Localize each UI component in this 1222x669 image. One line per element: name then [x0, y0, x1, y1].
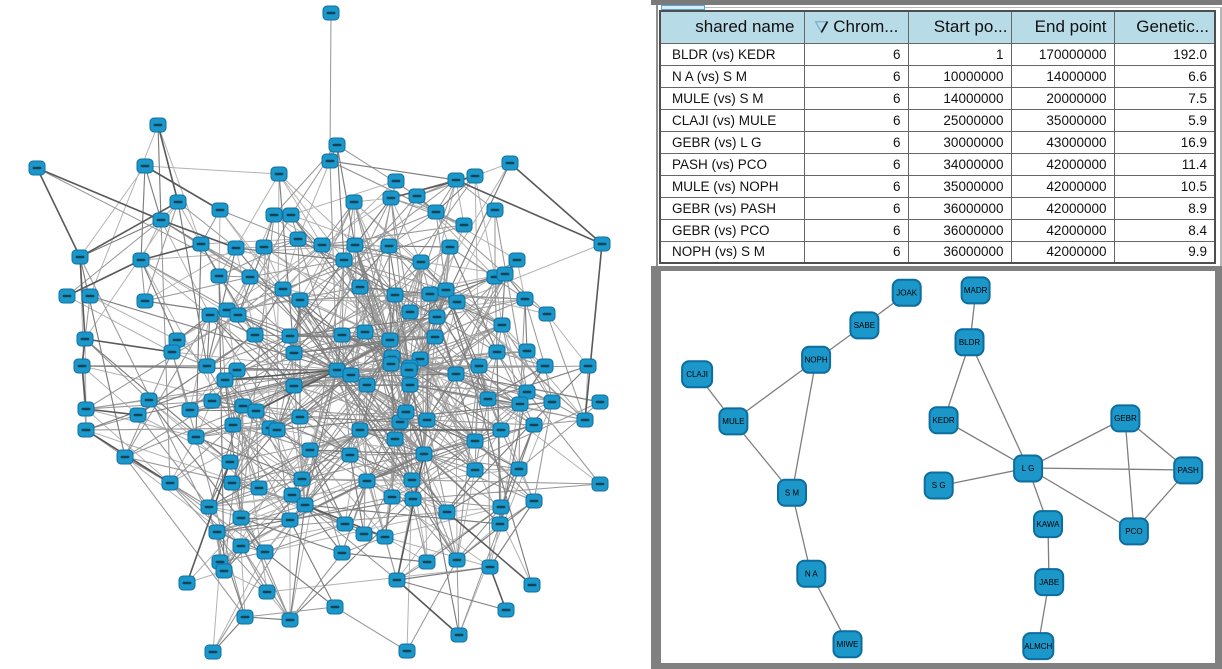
svg-text:GEBR: GEBR: [1114, 414, 1137, 423]
svg-text:NOPH: NOPH: [805, 356, 828, 365]
svg-text:MIWE: MIWE: [837, 640, 859, 649]
svg-text:S G: S G: [932, 481, 946, 490]
svg-text:MADR: MADR: [964, 286, 988, 295]
svg-text:L G: L G: [1022, 464, 1035, 473]
svg-text:BLDR: BLDR: [959, 338, 981, 347]
svg-text:S M: S M: [785, 488, 800, 497]
svg-text:ALMCH: ALMCH: [1024, 642, 1052, 651]
svg-text:MULE: MULE: [722, 417, 744, 426]
svg-text:KAWA: KAWA: [1037, 520, 1061, 529]
svg-text:N A: N A: [805, 569, 819, 578]
svg-text:KEDR: KEDR: [932, 416, 954, 425]
svg-text:CLAJI: CLAJI: [686, 370, 708, 379]
svg-text:PASH: PASH: [1178, 466, 1199, 475]
svg-text:JABE: JABE: [1039, 578, 1059, 587]
svg-text:SABE: SABE: [854, 321, 875, 330]
svg-text:JOAK: JOAK: [896, 289, 918, 298]
svg-text:PCO: PCO: [1125, 527, 1142, 536]
